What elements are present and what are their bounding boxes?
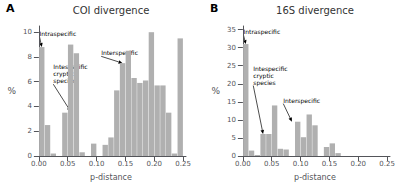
svg-text:0.05: 0.05 (264, 160, 280, 168)
svg-text:0.00: 0.00 (235, 160, 251, 168)
svg-text:16S divergence: 16S divergence (276, 5, 354, 16)
svg-text:10: 10 (227, 116, 236, 124)
svg-text:0.05: 0.05 (60, 160, 76, 168)
svg-text:5: 5 (232, 134, 236, 142)
svg-text:30: 30 (227, 44, 236, 52)
svg-text:35: 35 (227, 26, 236, 34)
svg-text:0.25: 0.25 (175, 160, 191, 168)
svg-text:Intespecific: Intespecific (253, 64, 288, 72)
svg-text:0.25: 0.25 (379, 160, 395, 168)
svg-text:0: 0 (231, 152, 236, 160)
svg-text:0.10: 0.10 (89, 160, 105, 168)
svg-text:2: 2 (28, 127, 32, 135)
svg-text:Interspecific: Interspecific (101, 49, 138, 57)
svg-text:B: B (210, 2, 218, 15)
svg-text:Intraspecific: Intraspecific (243, 28, 280, 36)
svg-text:10: 10 (23, 28, 32, 36)
svg-text:COI divergence: COI divergence (73, 5, 150, 16)
svg-text:cryptic: cryptic (253, 71, 274, 79)
svg-text:Interspecific: Interspecific (283, 97, 320, 105)
svg-text:Intraspecific: Intraspecific (39, 30, 76, 38)
svg-text:%: % (211, 86, 220, 96)
svg-text:0.20: 0.20 (350, 160, 366, 168)
svg-text:15: 15 (227, 98, 236, 106)
svg-text:0.15: 0.15 (322, 160, 338, 168)
svg-text:0.15: 0.15 (118, 160, 134, 168)
svg-text:p-distance: p-distance (90, 173, 132, 182)
svg-text:25: 25 (227, 62, 236, 70)
svg-text:species: species (53, 77, 76, 85)
svg-text:0: 0 (27, 152, 32, 160)
svg-text:0.00: 0.00 (31, 160, 47, 168)
svg-text:8: 8 (28, 53, 32, 61)
svg-text:6: 6 (28, 78, 33, 86)
svg-text:species: species (253, 79, 275, 87)
svg-text:20: 20 (227, 80, 236, 88)
svg-text:4: 4 (28, 102, 33, 110)
svg-text:A: A (6, 2, 15, 15)
svg-text:0.10: 0.10 (293, 160, 309, 168)
svg-text:p-distance: p-distance (294, 173, 336, 182)
svg-text:0.20: 0.20 (146, 160, 162, 168)
svg-text:%: % (7, 86, 16, 96)
